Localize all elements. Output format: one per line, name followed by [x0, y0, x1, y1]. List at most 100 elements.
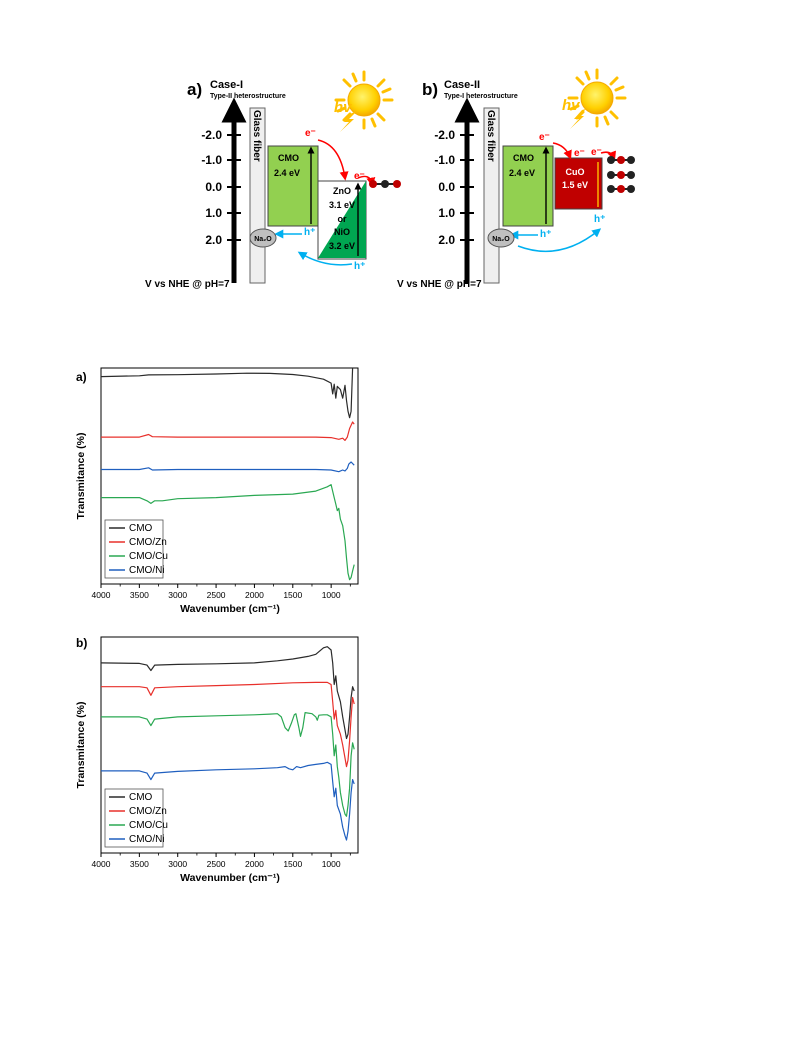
- na2o-label: Na₂O: [254, 236, 272, 243]
- tick-label: -2.0: [434, 128, 455, 142]
- legend-box: [104, 788, 164, 848]
- series-line-cmo-cu: [101, 712, 355, 817]
- x-tick-label: 4000: [92, 859, 111, 869]
- lightning-icon: [340, 112, 356, 132]
- electron-label: e⁻: [354, 171, 365, 182]
- tick-label: 2.0: [205, 233, 222, 247]
- x-tick-label: 3500: [130, 859, 149, 869]
- legend-label: CMO/Zn: [129, 537, 167, 548]
- tick-label: 1.0: [205, 206, 222, 220]
- tick-label: 1.0: [438, 206, 455, 220]
- electron-transfer-arrow: [552, 142, 572, 160]
- sun-icon: [334, 70, 394, 130]
- hole-label: h⁺: [594, 214, 605, 225]
- hole-transfer-arrow: [517, 228, 602, 253]
- hole-label: h⁺: [354, 261, 365, 272]
- scheme-a: a) Case-I Type-II heterostructure hv: [145, 70, 401, 290]
- electron-label: e⁻: [539, 132, 550, 143]
- molecule-icon: [369, 180, 401, 188]
- electron-to-molecule-arrow: [600, 150, 616, 161]
- cmo-gap: 2.4 eV: [274, 168, 300, 178]
- hv-label: hv: [334, 99, 353, 116]
- glass-fiber-label: Glass fiber: [485, 110, 496, 162]
- electron-label: e⁻: [574, 148, 585, 159]
- case-subtitle: Type-I heterostructure: [444, 93, 518, 100]
- panel-letter: b): [422, 80, 438, 99]
- tick-label: -2.0: [201, 128, 222, 142]
- series-line-cmo-ni: [101, 461, 355, 473]
- legend-label: CMO/Ni: [129, 565, 165, 576]
- hole-label: h⁺: [540, 229, 551, 240]
- glass-fiber-label: Glass fiber: [251, 110, 262, 162]
- hole-label: h⁺: [304, 227, 315, 238]
- plot-frame: [100, 367, 359, 585]
- electron-label: e⁻: [591, 147, 602, 158]
- x-tick-label: 3500: [130, 590, 149, 600]
- case-title: Case-I: [210, 79, 243, 91]
- na2o-particle: [487, 228, 515, 248]
- tick-label: -1.0: [434, 153, 455, 167]
- series-layer: [100, 367, 355, 581]
- legend-label: CMO: [129, 523, 153, 534]
- molecule-icon: [607, 185, 635, 193]
- x-axis: 4000 3500 3000 2500 2000 1500 1000: [92, 853, 351, 869]
- x-tick-label: 2000: [245, 590, 264, 600]
- scheme-b: b) Case-II Type-I heterostructure hv -2.…: [397, 68, 635, 290]
- x-tick-label: 3000: [168, 590, 187, 600]
- electron-label: e⁻: [305, 128, 316, 139]
- second-block: [554, 157, 603, 210]
- x-tick-label: 2000: [245, 859, 264, 869]
- tick-label: -1.0: [201, 153, 222, 167]
- second-line: NiO: [334, 227, 350, 237]
- tick-label: 0.0: [205, 180, 222, 194]
- axis-ticks: -2.0 -1.0 0.0 1.0 2.0: [201, 128, 241, 247]
- tick-label: 2.0: [438, 233, 455, 247]
- x-tick-label: 4000: [92, 590, 111, 600]
- legend-label: CMO/Cu: [129, 551, 168, 562]
- legend-label: CMO/Zn: [129, 806, 167, 817]
- series-layer: [100, 646, 355, 841]
- case-subtitle: Type-II heterostructure: [210, 93, 286, 100]
- molecule-icon: [607, 171, 635, 179]
- na2o-label: Na₂O: [492, 236, 510, 243]
- second-line: 3.2 eV: [329, 241, 355, 251]
- x-tick-label: 1000: [322, 859, 341, 869]
- x-axis-title: Wavenumber (cm⁻¹): [180, 603, 280, 615]
- cmo-label: CMO: [513, 153, 534, 163]
- panel-letter: a): [187, 80, 202, 99]
- legend-label: CMO/Ni: [129, 834, 165, 845]
- x-tick-label: 2500: [207, 859, 226, 869]
- second-line: CuO: [566, 167, 585, 177]
- cmo-block: [502, 145, 554, 227]
- ftir-chart-b: b) 4000 3500 3000 2500 2000 1500 1000 Wavenumb…: [75, 636, 359, 884]
- x-axis: 4000 3500 3000 2500 2000 1500 1000: [92, 584, 351, 600]
- electron-transfer-arrow: [317, 139, 349, 181]
- series-line-cmo: [100, 367, 354, 419]
- cmo-label: CMO: [278, 153, 299, 163]
- legend: CMO CMO/Zn CMO/Cu CMO/Ni: [104, 519, 168, 579]
- molecule-icon: [607, 156, 635, 164]
- second-line: 3.1 eV: [329, 200, 355, 210]
- sun-icon: [567, 68, 627, 128]
- hv-label: hv: [562, 97, 581, 114]
- x-tick-label: 1500: [283, 590, 302, 600]
- x-axis-title: Wavenumber (cm⁻¹): [180, 872, 280, 884]
- panel-letter: a): [76, 370, 87, 384]
- series-line-cmo: [100, 646, 355, 740]
- second-line: 1.5 eV: [562, 180, 588, 190]
- na2o-particle: [249, 228, 277, 248]
- case-title: Case-II: [444, 79, 480, 91]
- series-line-cmo-cu: [101, 484, 355, 581]
- second-line: or: [338, 214, 347, 224]
- series-line-cmo-zn: [101, 681, 355, 768]
- cmo-block: [267, 145, 319, 227]
- y-axis-title: Transmitance (%): [75, 702, 87, 789]
- axis-ticks: -2.0 -1.0 0.0 1.0 2.0: [434, 128, 474, 247]
- x-tick-label: 3000: [168, 859, 187, 869]
- legend-label: CMO: [129, 792, 153, 803]
- legend-box: [104, 519, 164, 579]
- x-tick-label: 1000: [322, 590, 341, 600]
- x-tick-label: 1500: [283, 859, 302, 869]
- panel-letter: b): [76, 636, 87, 650]
- axis-caption: V vs NHE @ pH=7: [145, 279, 230, 290]
